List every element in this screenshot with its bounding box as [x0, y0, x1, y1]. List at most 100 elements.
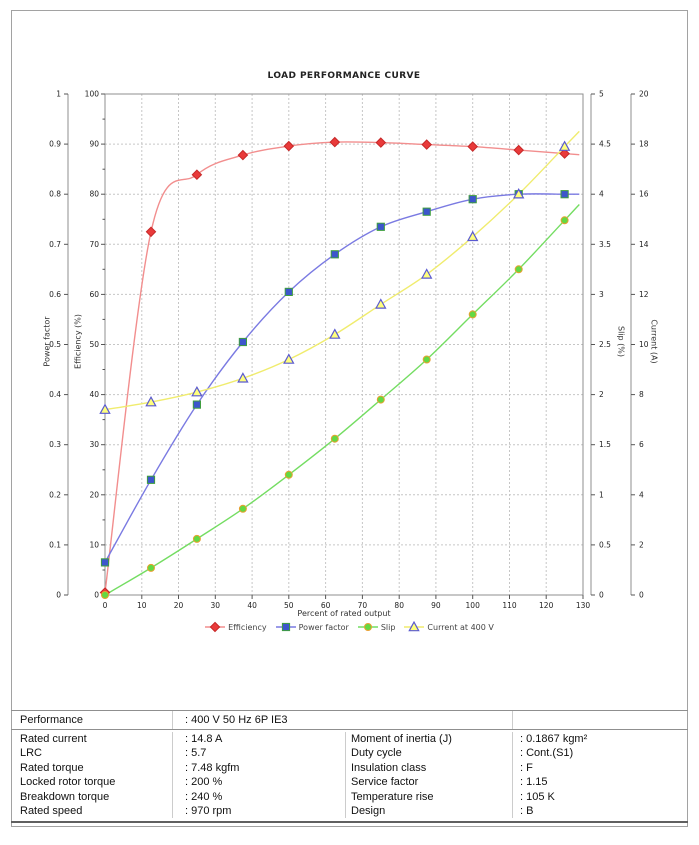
svg-text:0.2: 0.2: [49, 490, 61, 499]
svg-text:16: 16: [639, 190, 649, 199]
svg-text:4: 4: [599, 190, 604, 199]
series-markers: [99, 136, 571, 599]
svg-text:10: 10: [639, 340, 649, 349]
svg-text:2: 2: [639, 540, 644, 549]
svg-text:80: 80: [394, 601, 404, 610]
circle-legend-icon: [357, 623, 378, 631]
svg-text:100: 100: [85, 90, 100, 99]
svg-text:2: 2: [599, 390, 604, 399]
svg-text:0.8: 0.8: [49, 190, 61, 199]
svg-text:0: 0: [94, 591, 99, 600]
svg-text:50: 50: [89, 340, 99, 349]
spec-table-row: Breakdown torque: 240 % Temperature rise:…: [11, 789, 688, 804]
svg-text:0: 0: [56, 591, 61, 600]
svg-text:3: 3: [599, 290, 604, 299]
legend-item: Current at 400 V: [404, 621, 494, 633]
svg-text:0.6: 0.6: [49, 290, 61, 299]
spec-table: Performance : 400 V 50 Hz 6P IE3 Rated c…: [11, 710, 688, 824]
gridlines: [105, 94, 583, 595]
svg-text:0.5: 0.5: [49, 340, 61, 349]
legend-item: Efficiency: [205, 621, 267, 633]
x-axis-title: Percent of rated output: [297, 609, 391, 618]
current-axis-title: Current (A): [649, 319, 659, 364]
spec-value: : 1.15: [520, 776, 548, 789]
spec-table-row: LRC: 5.7 Duty cycle: Cont.(S1): [11, 746, 688, 761]
spec-value: : 105 K: [520, 790, 555, 803]
spec-label: Moment of inertia (J): [346, 732, 513, 747]
svg-text:0: 0: [103, 601, 108, 610]
spec-rows: Rated current: 14.8 A Moment of inertia (…: [11, 730, 688, 824]
spec-label: Locked rotor torque: [11, 775, 173, 790]
svg-text:3.5: 3.5: [599, 240, 611, 249]
tick-labels: 0 10 20 30 40 50 60 70 80 90 100 110 120 13000.10.20.…: [49, 90, 649, 611]
svg-text:70: 70: [358, 601, 368, 610]
series-points-circle: [101, 216, 569, 599]
svg-text:20: 20: [174, 601, 184, 610]
chart-title: LOAD PERFORMANCE CURVE: [267, 71, 421, 81]
svg-text:30: 30: [89, 440, 99, 449]
svg-text:2.5: 2.5: [599, 340, 611, 349]
svg-text:100: 100: [466, 601, 481, 610]
svg-text:1: 1: [599, 490, 604, 499]
efficiency-axis-title: Efficiency (%): [73, 314, 83, 369]
spec-value: : 7.48 kgfm: [173, 760, 346, 776]
spec-label: Service factor: [346, 775, 513, 790]
spec-value: : 14.8 A: [173, 732, 346, 747]
svg-text:130: 130: [576, 601, 591, 610]
page-border: [11, 10, 688, 827]
performance-value: : 400 V 50 Hz 6P IE3: [173, 711, 513, 729]
svg-text:6: 6: [639, 440, 644, 449]
svg-text:0: 0: [639, 591, 644, 600]
svg-text:1: 1: [56, 90, 61, 99]
series-line-triangle: [104, 130, 580, 411]
svg-text:120: 120: [539, 601, 554, 610]
spec-label: Design: [346, 803, 513, 819]
load-performance-chart: 0 10 20 30 40 50 60 70 80 90 100 110 120 13000.10.20.…: [49, 90, 649, 611]
svg-text:12: 12: [639, 290, 649, 299]
svg-text:0: 0: [599, 591, 604, 600]
svg-text:80: 80: [89, 190, 99, 199]
spec-table-row: Rated speed: 970 rpm Design: B: [11, 803, 688, 819]
chart-legend: Efficiency Power factor Slip Current at 400…: [0, 620, 699, 634]
svg-text:60: 60: [89, 290, 99, 299]
performance-label: Performance: [11, 711, 173, 729]
legend-label: Current at 400 V: [427, 622, 494, 632]
legend-label: Power factor: [298, 622, 349, 632]
spec-value: : Cont.(S1): [520, 747, 574, 760]
legend-item: Slip: [357, 621, 395, 633]
axis-ticks: [64, 93, 635, 599]
svg-text:4.5: 4.5: [599, 140, 611, 149]
spec-value: : 200 %: [173, 775, 346, 790]
legend-item: Power factor: [275, 621, 349, 633]
svg-text:40: 40: [89, 390, 99, 399]
spec-value: : 240 %: [173, 789, 346, 804]
svg-text:40: 40: [247, 601, 257, 610]
triangle-legend-icon: [404, 621, 425, 632]
svg-text:4: 4: [639, 490, 644, 499]
svg-text:0.7: 0.7: [49, 240, 61, 249]
svg-text:50: 50: [284, 601, 294, 610]
svg-text:70: 70: [89, 240, 99, 249]
legend-label: Efficiency: [228, 622, 267, 632]
series-points-diamond: [99, 136, 570, 598]
square-legend-icon: [275, 622, 296, 632]
svg-text:60: 60: [321, 601, 331, 610]
series-line-circle: [104, 204, 580, 596]
spec-label: LRC: [11, 746, 173, 761]
power-factor-axis-title: Power factor: [42, 316, 52, 367]
spec-table-row: Rated current: 14.8 A Moment of inertia (…: [11, 732, 688, 747]
spec-table-row: Rated torque: 7.48 kgfm Insulation class:…: [11, 760, 688, 776]
svg-text:10: 10: [137, 601, 147, 610]
svg-text:10: 10: [89, 540, 99, 549]
svg-text:18: 18: [639, 140, 649, 149]
svg-text:8: 8: [639, 390, 644, 399]
spec-label: Rated current: [11, 732, 173, 747]
svg-text:14: 14: [639, 240, 649, 249]
spec-table-row: Locked rotor torque: 200 % Service factor…: [11, 775, 688, 790]
series-lines: [104, 130, 580, 596]
svg-text:5: 5: [599, 90, 604, 99]
spec-value: : 0.1867 kgm²: [520, 733, 588, 745]
svg-text:90: 90: [431, 601, 441, 610]
spec-label: Insulation class: [346, 760, 513, 776]
svg-text:20: 20: [89, 490, 99, 499]
